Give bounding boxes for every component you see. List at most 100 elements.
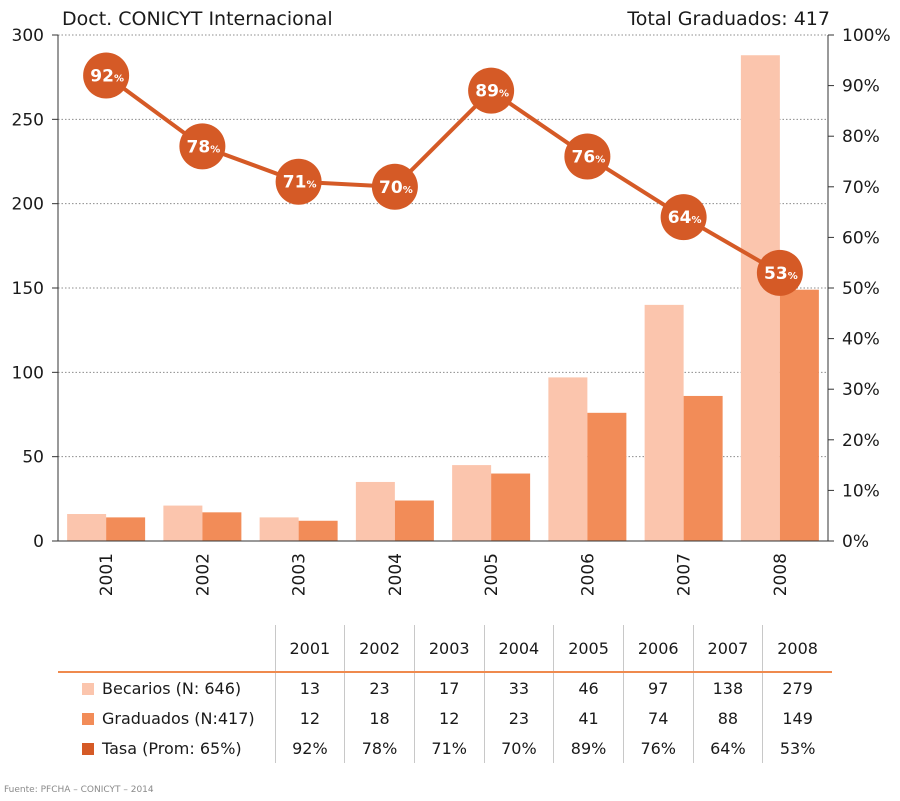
table-cell: 89%	[553, 733, 624, 763]
chart-title: Doct. CONICYT Internacional	[62, 8, 333, 30]
rate-point-label: 76%	[572, 147, 606, 167]
table-cell: 13	[274, 672, 345, 703]
table-cell: 64%	[692, 733, 763, 763]
total-graduates: Total Graduados: 417	[627, 8, 830, 30]
table-cell: 279	[762, 672, 832, 703]
rate-point	[468, 67, 515, 114]
bar-becarios	[452, 465, 492, 541]
y-right-tick-label: 30%	[842, 380, 880, 400]
y-right-tick-label: 80%	[842, 127, 880, 147]
bar-becarios	[644, 304, 684, 541]
table-cell: 138	[692, 672, 763, 703]
rate-point	[371, 163, 418, 210]
table-cell: 23	[344, 672, 415, 703]
bar-graduados	[779, 289, 819, 541]
table-cell: 149	[762, 703, 832, 733]
bar-becarios	[163, 505, 203, 541]
y-left-tick-label: 200	[12, 195, 44, 215]
bar-graduados	[587, 412, 627, 541]
x-tick-label: 2005	[482, 553, 502, 596]
bar-graduados	[683, 395, 723, 541]
legend-swatch	[82, 742, 94, 755]
x-tick-label: 2003	[290, 553, 310, 596]
bars-group	[67, 55, 819, 542]
table-corner	[58, 625, 275, 672]
x-tick-label: 2006	[578, 553, 598, 596]
bar-becarios	[548, 377, 588, 541]
bar-graduados	[491, 473, 531, 541]
table-cell: 12	[413, 703, 485, 733]
y-right-tick-label: 20%	[842, 431, 880, 451]
y-right-tick-label: 40%	[842, 330, 880, 350]
y-left-tick-label: 300	[12, 26, 44, 46]
rate-point-label: 71%	[283, 173, 317, 193]
rate-point	[179, 123, 226, 170]
table-cell: 70%	[483, 733, 554, 763]
table-row-label: Becarios (N: 646)	[58, 672, 275, 703]
table-row-label: Graduados (N:417)	[58, 703, 275, 733]
legend-label: Tasa (Prom: 65%)	[102, 738, 242, 758]
x-tick-label: 2001	[97, 553, 117, 596]
grid-lines	[58, 34, 828, 458]
source-note: Fuente: PFCHA – CONICYT – 2014	[4, 785, 154, 795]
y-right-tick-label: 70%	[842, 178, 880, 198]
y-left-tick-label: 100	[12, 363, 44, 383]
bar-becarios	[259, 517, 299, 541]
table-year-header: 2005	[553, 625, 624, 672]
y-left-tick-label: 250	[12, 110, 44, 130]
y-right-tick-label: 0%	[842, 532, 869, 552]
x-tick-label: 2007	[675, 553, 695, 596]
table-row-label: Tasa (Prom: 65%)	[58, 733, 275, 763]
bar-graduados	[394, 500, 434, 541]
rate-point	[660, 194, 707, 241]
x-tick-label: 2002	[193, 553, 213, 596]
bar-graduados	[106, 517, 146, 541]
legend-swatch	[82, 712, 94, 725]
table-cell: 53%	[762, 733, 832, 763]
bar-becarios	[740, 55, 780, 542]
table-header-row: 2001 2002 2003 2004 2005 2006 2007 2008	[58, 625, 832, 672]
bar-becarios	[67, 514, 107, 541]
table-row: Graduados (N:417) 12 18 12 23 41 74 88 149	[58, 703, 832, 733]
data-table: 2001 2002 2003 2004 2005 2006 2007 2008 Becario…	[58, 625, 832, 763]
table-cell: 33	[483, 672, 554, 703]
rate-line-group: 92% 78% 71% 70% 89% 76% 64% 53%	[83, 52, 803, 296]
y-left-tick-label: 0	[33, 532, 44, 552]
table-year-header: 2003	[413, 625, 485, 672]
table-body: Becarios (N: 646) 13 23 17 33 46 97 138 279 Gradu…	[58, 672, 832, 763]
table-cell: 76%	[622, 733, 694, 763]
table-cell: 88	[692, 703, 763, 733]
table-cell: 92%	[274, 733, 345, 763]
table-year-header: 2008	[762, 625, 832, 672]
table-cell: 71%	[413, 733, 485, 763]
x-tick-label: 2008	[771, 553, 791, 596]
table-year-header: 2002	[344, 625, 415, 672]
table-year-header: 2006	[622, 625, 694, 672]
table-cell: 78%	[344, 733, 415, 763]
y-right-tick-label: 10%	[842, 481, 880, 501]
table-cell: 18	[344, 703, 415, 733]
axes-group: 0 50 100 150 200 250 300 0% 10% 20% 30% 40% 50% 60% 70…	[12, 26, 891, 596]
rate-line	[104, 73, 781, 275]
y-right-tick-label: 90%	[842, 77, 880, 97]
bar-graduados	[298, 520, 338, 541]
y-right-tick-label: 60%	[842, 228, 880, 248]
table-row: Tasa (Prom: 65%) 92% 78% 71% 70% 89% 76% 64% 53%	[58, 733, 832, 763]
legend-label: Graduados (N:417)	[102, 708, 255, 728]
table-cell: 23	[483, 703, 554, 733]
table-cell: 17	[413, 672, 485, 703]
rate-point	[83, 52, 130, 99]
table-year-header: 2004	[483, 625, 554, 672]
y-left-tick-label: 150	[12, 279, 44, 299]
table-year-header: 2001	[274, 625, 345, 672]
rate-point	[756, 249, 803, 296]
rate-point-label: 78%	[187, 137, 221, 157]
rate-point-label: 89%	[475, 82, 509, 102]
y-right-tick-label: 100%	[842, 26, 891, 46]
rate-point-label: 53%	[764, 264, 798, 284]
table-cell: 74	[622, 703, 694, 733]
table-cell: 97	[622, 672, 694, 703]
bar-becarios	[355, 481, 395, 541]
rate-point-label: 70%	[379, 178, 413, 198]
